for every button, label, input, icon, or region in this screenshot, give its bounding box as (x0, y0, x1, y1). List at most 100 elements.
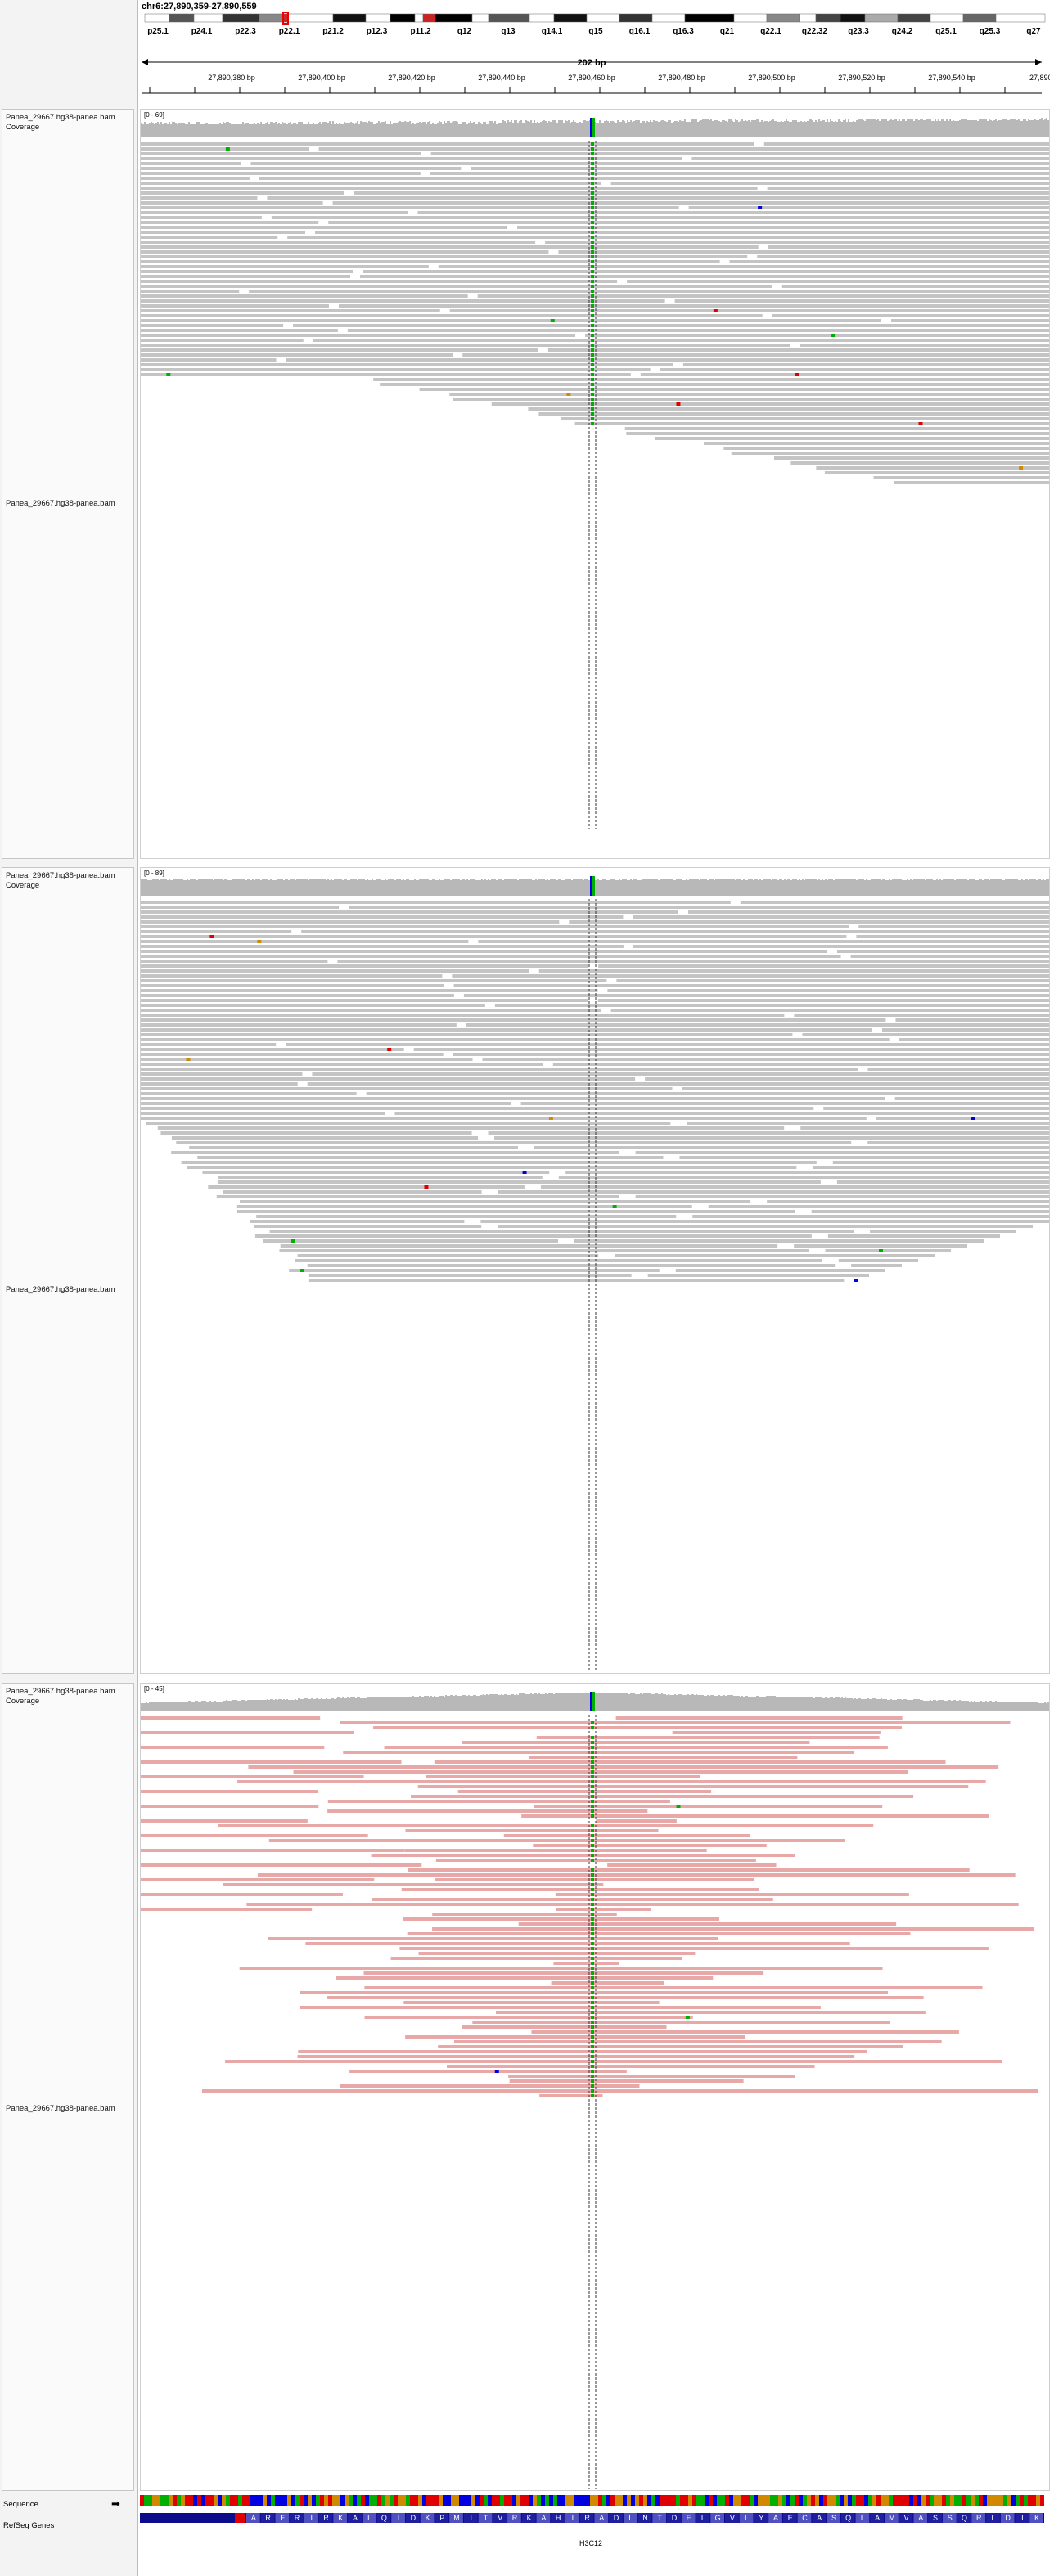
read[interactable] (312, 1072, 1049, 1076)
read[interactable] (314, 231, 1049, 234)
read[interactable] (259, 177, 1049, 180)
read[interactable] (202, 2089, 1038, 2093)
read[interactable] (141, 910, 678, 914)
coverage-track-label-2[interactable]: Panea_29667.hg38-panea.bam Coverage (6, 871, 115, 890)
read[interactable] (141, 1117, 867, 1120)
read[interactable] (141, 329, 338, 332)
read[interactable] (399, 1947, 989, 1950)
read[interactable] (307, 1264, 836, 1267)
read[interactable] (141, 979, 607, 982)
read[interactable] (647, 1274, 869, 1277)
read[interactable] (189, 1146, 519, 1149)
read[interactable] (585, 334, 1049, 337)
read[interactable] (297, 2055, 855, 2058)
read[interactable] (141, 167, 462, 170)
read[interactable] (687, 910, 1049, 914)
read[interactable] (692, 1215, 1049, 1218)
read[interactable] (675, 1269, 885, 1272)
read[interactable] (794, 1244, 967, 1248)
read[interactable] (289, 1269, 660, 1272)
read[interactable] (364, 1986, 983, 1989)
strand-arrow-icon[interactable]: ➡ (111, 2497, 120, 2510)
read[interactable] (141, 290, 240, 293)
read[interactable] (338, 304, 1049, 308)
read[interactable] (141, 1819, 308, 1823)
read[interactable] (538, 412, 1049, 416)
read[interactable] (217, 1180, 821, 1184)
read[interactable] (141, 353, 453, 357)
read[interactable] (790, 461, 1049, 465)
read[interactable] (141, 1038, 890, 1041)
read[interactable] (767, 187, 1049, 190)
read[interactable] (498, 1190, 1049, 1194)
read[interactable] (141, 989, 598, 992)
read[interactable] (851, 1264, 902, 1267)
read[interactable] (894, 1097, 1049, 1100)
alignment-reads[interactable] (141, 901, 1049, 1282)
read[interactable] (336, 1976, 714, 1980)
read[interactable] (610, 1009, 1049, 1012)
read[interactable] (141, 201, 323, 205)
read[interactable] (360, 275, 1049, 278)
read[interactable] (616, 979, 1049, 982)
read[interactable] (534, 1805, 883, 1808)
read[interactable] (141, 265, 429, 268)
read[interactable] (141, 157, 682, 160)
read[interactable] (881, 1028, 1049, 1032)
read[interactable] (462, 1741, 810, 1744)
read[interactable] (141, 1107, 814, 1110)
read[interactable] (463, 994, 1049, 997)
read[interactable] (767, 1200, 1049, 1203)
read[interactable] (349, 2070, 627, 2073)
read[interactable] (141, 280, 618, 283)
read[interactable] (533, 1844, 767, 1847)
sequence-track[interactable] (140, 2492, 1048, 2510)
read[interactable] (800, 1126, 1049, 1130)
coverage-track-label-3[interactable]: Panea_29667.hg38-panea.bam Coverage (6, 1687, 115, 1706)
read[interactable] (254, 1234, 812, 1238)
read[interactable] (141, 1028, 872, 1032)
read[interactable] (403, 2001, 660, 2004)
read[interactable] (413, 1048, 1049, 1051)
read[interactable] (287, 236, 1049, 239)
read[interactable] (239, 1967, 883, 1970)
read[interactable] (491, 402, 1049, 406)
read[interactable] (349, 906, 1049, 909)
read[interactable] (417, 211, 1049, 214)
read[interactable] (141, 1018, 886, 1022)
read[interactable] (141, 324, 284, 327)
read[interactable] (236, 1210, 795, 1213)
read[interactable] (141, 363, 673, 366)
read[interactable] (240, 1200, 751, 1203)
read[interactable] (832, 1161, 1049, 1164)
read[interactable] (408, 1868, 970, 1872)
read[interactable] (141, 994, 454, 997)
read[interactable] (250, 1220, 465, 1223)
read[interactable] (438, 265, 1049, 268)
read[interactable] (894, 481, 1049, 484)
read[interactable] (633, 945, 1049, 948)
read[interactable] (384, 1746, 888, 1749)
read[interactable] (729, 260, 1049, 263)
read[interactable] (263, 1239, 559, 1243)
read[interactable] (674, 299, 1049, 303)
read[interactable] (763, 142, 1049, 146)
read[interactable] (141, 226, 508, 229)
read[interactable] (141, 1063, 543, 1066)
read[interactable] (371, 1854, 795, 1857)
read[interactable] (141, 906, 340, 909)
read[interactable] (141, 162, 241, 165)
read[interactable] (466, 1023, 1049, 1027)
read[interactable] (419, 388, 1049, 391)
read[interactable] (141, 152, 421, 155)
read[interactable] (141, 1878, 375, 1881)
read[interactable] (802, 1033, 1049, 1036)
read[interactable] (556, 1908, 651, 1911)
read[interactable] (141, 925, 849, 928)
read[interactable] (858, 925, 1049, 928)
read[interactable] (876, 1117, 1049, 1120)
alignment-track-label-2[interactable]: Panea_29667.hg38-panea.bam (6, 1285, 115, 1294)
read[interactable] (141, 255, 748, 258)
read[interactable] (141, 1048, 404, 1051)
